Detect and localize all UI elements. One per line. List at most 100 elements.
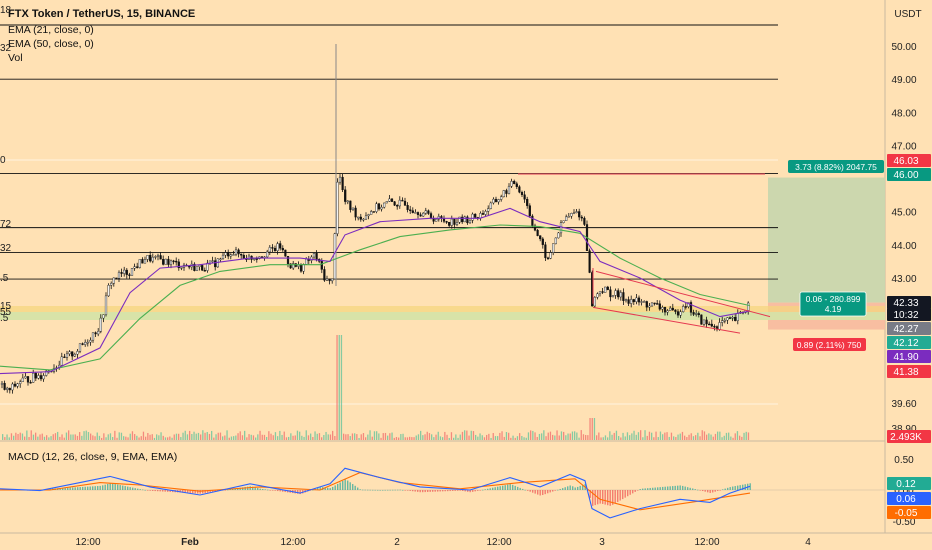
volume-bar [54, 433, 57, 440]
volume-bar [681, 431, 684, 440]
volume-bar [620, 437, 622, 440]
candle-body [73, 354, 76, 357]
volume-bar [582, 434, 585, 440]
macd-histogram-bar [627, 490, 629, 497]
macd-histogram-bar [704, 490, 706, 492]
candle-body [731, 317, 734, 319]
candle-body [29, 381, 32, 384]
volume-bar [580, 430, 582, 440]
volume-bar [488, 433, 490, 440]
volume-bar [574, 431, 576, 440]
candle-body [427, 210, 430, 214]
candle-body [302, 264, 305, 272]
macd-histogram-bar [102, 485, 104, 490]
volume-bar [369, 430, 371, 440]
volume-bar [263, 434, 266, 440]
candle-body [401, 199, 404, 202]
candle-body [325, 278, 329, 281]
y-tick-label: 49.00 [891, 75, 916, 86]
candle-body [151, 256, 154, 262]
volume-bar [347, 434, 349, 440]
candle-body [169, 260, 173, 265]
candle-body [91, 332, 95, 341]
macd-histogram-bar [329, 488, 331, 490]
macd-histogram-bar [254, 487, 256, 490]
volume-bar [76, 435, 79, 440]
macd-histogram-bar [64, 487, 66, 490]
volume-bar [101, 437, 103, 440]
candle-body [388, 198, 391, 202]
macd-histogram-bar [424, 490, 426, 493]
volume-bar [538, 433, 541, 440]
macd-histogram-bar [392, 489, 394, 491]
volume-bar [596, 435, 598, 440]
volume-bar [662, 434, 664, 440]
macd-histogram-bar [447, 490, 449, 492]
volume-bar [549, 431, 552, 440]
candle-body [505, 190, 508, 194]
volume-bar [230, 436, 233, 440]
macd-histogram-bar [159, 490, 161, 492]
macd-histogram-bar [559, 488, 561, 490]
volume-bar [360, 434, 362, 440]
candle-body [89, 339, 92, 343]
volume-bar [514, 437, 516, 440]
macd-histogram-bar [164, 490, 166, 492]
macd-badge: -0.05 [895, 508, 918, 519]
macd-histogram-bar [132, 487, 134, 490]
volume-bar [41, 433, 43, 440]
volume-bar [450, 432, 453, 440]
macd-histogram-bar [679, 485, 681, 490]
candle-body [367, 214, 370, 217]
macd-histogram-bar [354, 485, 356, 490]
volume-bar [721, 437, 723, 440]
candle-body [648, 305, 651, 308]
candle-body [403, 200, 407, 206]
macd-histogram-bar [324, 487, 326, 490]
candle-body [609, 289, 612, 298]
volume-bar [703, 431, 706, 440]
candle-body [411, 210, 414, 213]
volume-bar [730, 436, 732, 440]
volume-bar [464, 430, 466, 440]
candle-body [138, 259, 141, 268]
macd-histogram-bar [514, 485, 516, 490]
macd-histogram-bar [652, 487, 654, 490]
candle-body [510, 181, 513, 187]
volume-bar [50, 436, 52, 440]
macd-histogram-bar [352, 484, 354, 490]
price-badge-box [887, 430, 931, 443]
volume-bar [565, 435, 567, 440]
candle-body [42, 375, 45, 380]
candle-body [320, 261, 323, 270]
macd-histogram-bar [402, 489, 404, 491]
volume-bar [46, 435, 48, 440]
volume-bar [65, 432, 68, 440]
volume-bar [384, 432, 387, 440]
volume-bar [413, 437, 415, 440]
volume-bar [371, 436, 373, 440]
volume-bar [611, 434, 613, 440]
volume-bar [147, 433, 149, 440]
volume-bar [666, 432, 668, 440]
macd-histogram-bar [119, 485, 121, 490]
candle-body [370, 211, 373, 215]
candle-body [104, 295, 108, 315]
volume-bar [79, 432, 81, 440]
volume-bar [169, 436, 171, 440]
macd-histogram-bar [49, 488, 51, 490]
y-tick-label: 47.00 [891, 141, 916, 152]
macd-histogram-bar [524, 489, 526, 491]
candle-body [705, 319, 708, 325]
candle-body [198, 265, 201, 267]
candle-body [536, 229, 539, 236]
candle-body [99, 317, 102, 332]
macd-histogram-bar [684, 486, 686, 490]
volume-bar [523, 437, 525, 440]
macd-histogram-bar [414, 490, 416, 492]
macd-histogram-bar [632, 490, 634, 494]
macd-histogram-bar [654, 487, 656, 490]
x-tick-label: 2 [394, 537, 400, 548]
